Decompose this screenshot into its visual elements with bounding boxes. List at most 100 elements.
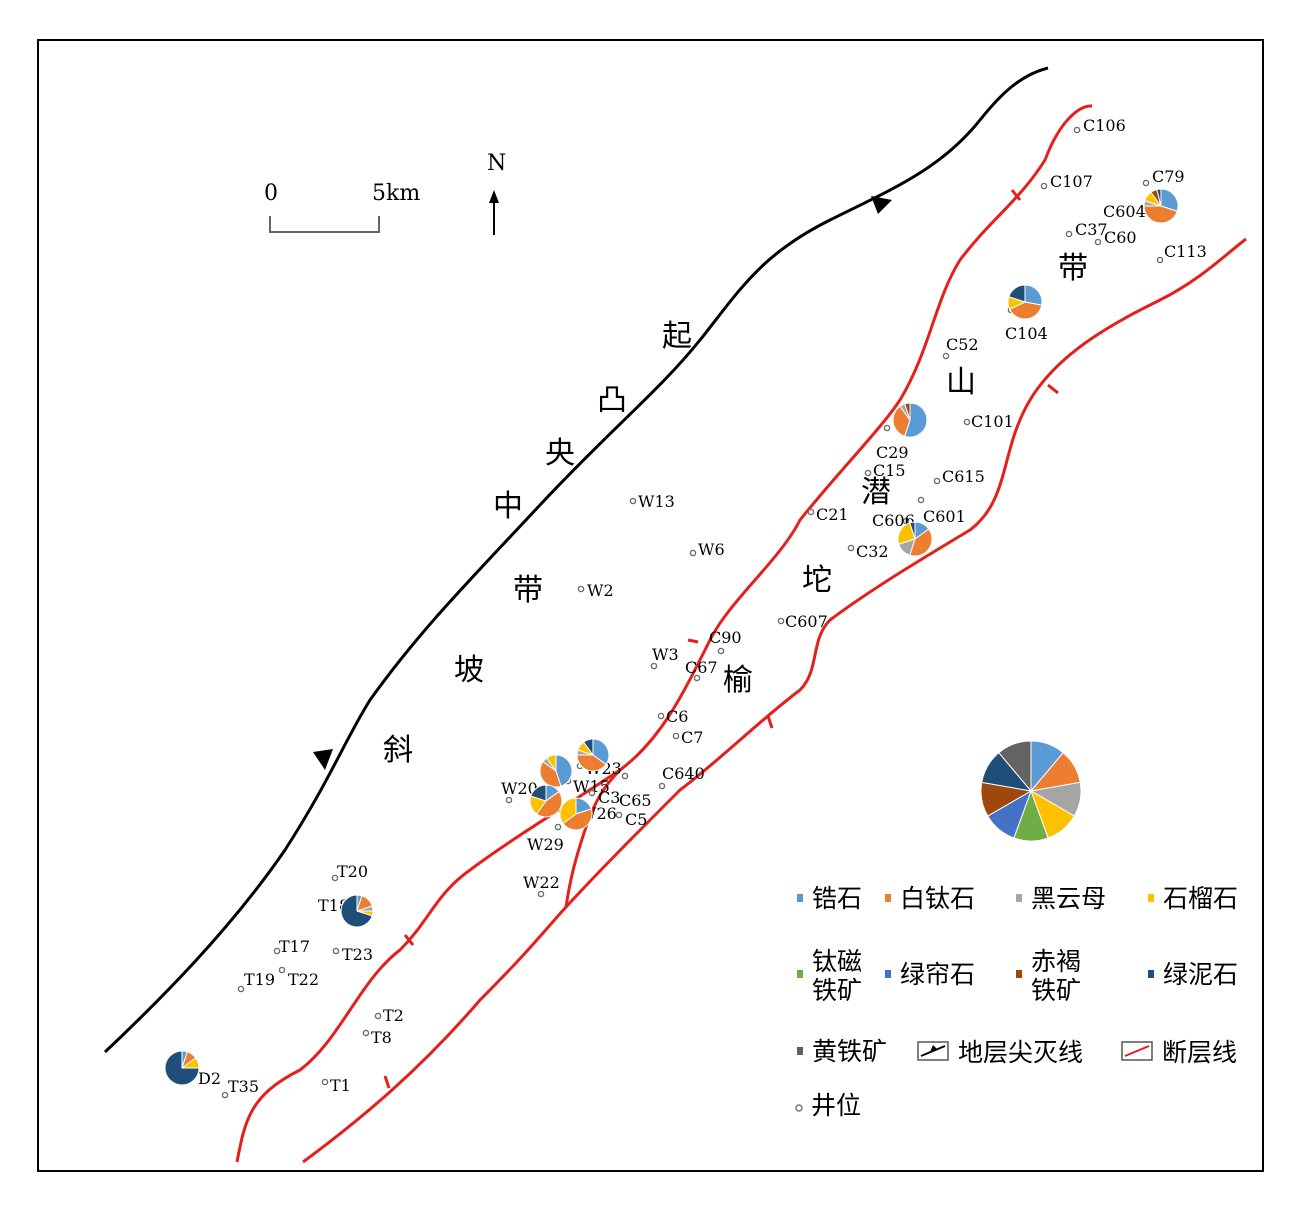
- legend-swatch: [797, 970, 803, 978]
- well-marker: C37: [1065, 220, 1108, 239]
- well-marker: T17: [273, 937, 310, 956]
- legend-well-label: 井位: [811, 1091, 861, 1120]
- pie-chart: [340, 894, 374, 928]
- well-dot-icon: [621, 772, 629, 780]
- well-dot-icon: [717, 647, 725, 655]
- well-label: W15: [573, 777, 610, 796]
- fault-line: [564, 768, 622, 908]
- well-marker: W29: [527, 823, 564, 854]
- well-label: C29: [876, 443, 909, 462]
- well-label: C79: [1152, 167, 1185, 186]
- well-dot-icon: [693, 674, 701, 682]
- well-label: C37: [1075, 220, 1108, 239]
- well-label: C640: [662, 764, 705, 783]
- region-char: 央: [545, 436, 575, 471]
- well-marker: C6: [657, 707, 688, 726]
- well-marker: W13: [629, 492, 675, 511]
- well-dot-icon: [883, 424, 891, 432]
- well-marker: C113: [1156, 242, 1207, 264]
- well-marker: C640: [658, 764, 705, 790]
- pinchout-tooth: [313, 749, 333, 770]
- well-marker: W3: [650, 645, 679, 670]
- pie-slice: [998, 740, 1032, 793]
- pie-slice: [904, 402, 911, 421]
- well-marker: C3: [588, 788, 620, 807]
- well-marker: T23: [332, 945, 373, 964]
- region-char: 潜: [861, 475, 891, 510]
- well-marker: C65: [619, 772, 652, 810]
- scale-end-label: 5km: [372, 181, 420, 206]
- legend-mineral-item: 赤褐铁矿: [1016, 947, 1081, 1005]
- legend-swatch: [885, 970, 891, 978]
- well-marker: C601: [917, 496, 966, 526]
- well-label: C5: [625, 810, 647, 829]
- pie-slice: [1143, 205, 1178, 224]
- well-dot-icon: [1094, 238, 1102, 246]
- north-label: N: [487, 151, 506, 176]
- well-dot-icon: [221, 1091, 229, 1099]
- pie-slice: [1008, 301, 1043, 320]
- region-char: 带: [1058, 251, 1088, 286]
- pinchout-line: [103, 66, 1049, 1054]
- pie-slice: [576, 754, 607, 772]
- pie-slice: [1024, 284, 1043, 306]
- well-label: T19: [244, 970, 275, 989]
- pie-slice: [1160, 188, 1179, 212]
- well-dot-icon: [321, 1078, 329, 1086]
- well-dot-icon: [332, 947, 340, 955]
- well-marker: W20: [501, 779, 538, 804]
- well-dot-icon: [1065, 230, 1073, 238]
- pie-slice: [559, 797, 577, 825]
- well-marker: C615: [933, 467, 985, 486]
- scale-start-label: 0: [264, 181, 278, 206]
- legend-mineral-label: 绿泥石: [1163, 960, 1238, 989]
- well-dot-icon: [963, 418, 971, 426]
- well-dot-icon: [273, 947, 281, 955]
- well-marker: T22: [278, 966, 319, 989]
- well-dot-icon: [902, 517, 910, 525]
- fault-tick: [403, 934, 415, 946]
- pie-slice: [592, 738, 610, 766]
- well-marker: C101: [963, 412, 1014, 431]
- well-marker: C5: [615, 810, 647, 829]
- pie-slice: [340, 894, 373, 928]
- well-label: C3: [598, 788, 620, 807]
- region-slope-belt: 斜 坡 带: [383, 573, 543, 768]
- well-dot-icon: [942, 352, 950, 360]
- legend-mineral-label: 黑云母: [1031, 884, 1106, 913]
- well-label: C601: [923, 507, 966, 526]
- pie-chart: [539, 754, 573, 788]
- well-label: W20: [501, 779, 538, 798]
- well-marker: T2: [374, 1006, 404, 1025]
- well-label: W29: [527, 835, 564, 854]
- well-marker: T8: [362, 1028, 392, 1047]
- well-marker: C7: [672, 728, 703, 747]
- well-label: C101: [971, 412, 1014, 431]
- pie-slice: [582, 738, 594, 757]
- well-label: C90: [709, 628, 742, 647]
- fault-tick: [1010, 189, 1022, 201]
- well-label: C615: [942, 467, 985, 486]
- well-marker: C106: [1073, 116, 1126, 135]
- north-arrow: N: [487, 151, 506, 235]
- well-label: W13: [638, 492, 675, 511]
- well-marker: T1: [321, 1076, 351, 1095]
- region-char: 山: [946, 365, 976, 400]
- well-label: C604: [1103, 202, 1146, 221]
- well-label: C52: [946, 335, 979, 354]
- well-label: C15: [873, 461, 906, 480]
- well-label: T8: [371, 1028, 392, 1047]
- pie-chart: [1007, 284, 1043, 320]
- well-marker: C52: [942, 335, 979, 360]
- legend-mineral-label: 黄铁矿: [812, 1037, 887, 1066]
- well-dot-icon: [689, 549, 697, 557]
- legend-item-pinchout: 地层尖灭线: [917, 1038, 1083, 1067]
- pinchout-legend-icon: [917, 1041, 949, 1061]
- well-dot-icon: [237, 985, 245, 993]
- well-marker: C67: [685, 658, 718, 682]
- pie-slice: [909, 521, 916, 540]
- legend-swatch: [797, 894, 803, 902]
- pie-slice: [562, 808, 593, 831]
